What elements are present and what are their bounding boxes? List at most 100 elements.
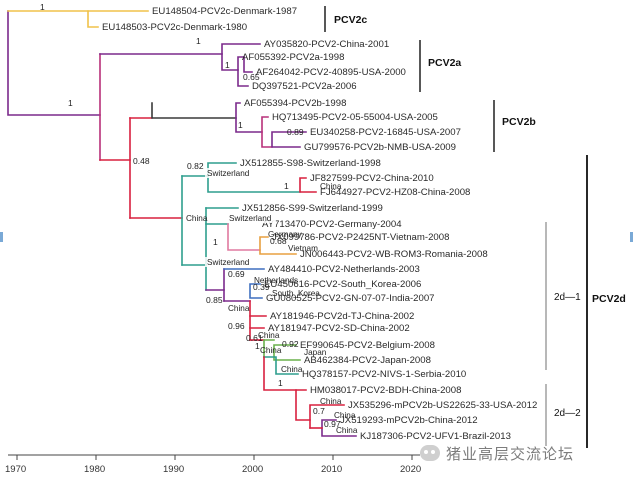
branch-pcv2b-a: [261, 116, 273, 148]
branch-pcv2b-stem-b: [151, 102, 237, 119]
tip-label: EU450616-PCV2-South_Korea-2006: [264, 279, 421, 290]
branch-d2-stem: [263, 356, 297, 391]
branch-d2: [295, 389, 311, 421]
branch-japan: [263, 339, 301, 361]
tip-label: AY181946-PCV2d-TJ-China-2002: [270, 311, 414, 322]
tip-label: AY713470-PCV2-Germany-2004: [262, 219, 402, 230]
tip-label: AF264042-PCV2-40895-USA-2000: [256, 67, 406, 78]
branch-root: [7, 10, 101, 116]
tip-label: GU799576-PCV2b-NMB-USA-2009: [304, 142, 456, 153]
branch-china-2010: [299, 177, 317, 193]
time-axis: 1970 1980 1990 2000 2010 2020: [5, 454, 421, 475]
tip-label: EU148504-PCV2c-Denmark-1987: [152, 6, 297, 17]
tip-label: JX512855-S98-Switzerland-1998: [240, 158, 381, 169]
support-value: 1: [284, 181, 289, 191]
tip-label: JF827599-PCV2-China-2010: [310, 173, 434, 184]
branch-pcv2a-a: [221, 43, 261, 71]
watermark-text: 猪业高层交流论坛: [446, 445, 575, 463]
support-value: 1: [196, 36, 201, 46]
support-value: 0.92: [282, 339, 299, 349]
region-label: China: [281, 365, 303, 374]
region-label: South_Korea: [272, 289, 320, 298]
axis-tick-label: 1980: [84, 464, 105, 475]
tip-label: FJ644927-PCV2-HZ08-China-2008: [320, 187, 470, 198]
tip-label: KJ187306-PCV2-UFV1-Brazil-2013: [360, 431, 511, 442]
region-label: Netherlands: [254, 276, 298, 285]
region-bg: [227, 213, 276, 223]
axis-tick-label: 1970: [5, 464, 26, 475]
region-label: China: [260, 346, 282, 355]
clade-label-pcv2a: PCV2a: [428, 57, 461, 69]
region-label: Switzerland: [207, 169, 250, 178]
support-value: 0.89: [287, 127, 304, 137]
clade-label-2d-2: 2d—2: [554, 408, 581, 419]
tip-label: GU080525-PCV2-GN-07-07-India-2007: [266, 293, 435, 304]
support-value: 0.68: [270, 236, 287, 246]
support-value: 0.97: [324, 419, 341, 429]
region-label: Germany: [268, 230, 303, 239]
region-label: China: [186, 214, 208, 223]
tip-label: EU340258-PCV2-16845-USA-2007: [310, 127, 461, 138]
support-value: 1: [255, 341, 260, 351]
support-value: 1: [68, 98, 73, 108]
region-labels: Switzerland China China Switzerland Germ…: [186, 168, 358, 435]
support-value: 1: [238, 120, 243, 130]
support-value: 1: [213, 237, 218, 247]
branch-vietnam: [259, 236, 297, 255]
tip-label: JX099786-PCV2-P2425NT-Vietnam-2008: [272, 232, 449, 243]
tip-label: JX512856-S99-Switzerland-1999: [242, 203, 383, 214]
support-values: 1 1 1 1 0.65 1 0.89 0.48 0.82 1 1 0.68 0…: [40, 2, 341, 429]
axis-tick-label: 2020: [400, 464, 421, 475]
region-label: Switzerland: [229, 214, 272, 223]
clade-label-pcv2b: PCV2b: [502, 116, 536, 128]
watermark: 猪业高层交流论坛: [420, 441, 574, 465]
region-label: China: [320, 397, 342, 406]
axis-tick-label: 2010: [321, 464, 342, 475]
tip-label: HQ713495-PCV2-05-55004-USA-2005: [272, 112, 438, 123]
clade-label-2d-1: 2d—1: [554, 292, 581, 303]
branch-pcv2c: [87, 10, 149, 28]
support-value: 1: [278, 378, 283, 388]
region-label: Japan: [304, 348, 327, 357]
region-bg: [205, 168, 254, 178]
branch-germany: [227, 223, 261, 251]
clade-brackets: [324, 6, 588, 448]
support-value: 0.82: [187, 161, 204, 171]
support-value: 0.39: [253, 282, 270, 292]
clade-label-pcv2d: PCV2d: [592, 293, 626, 305]
tip-label: AB462384-PCV2-Japan-2008: [304, 355, 431, 366]
tip-label: AY035820-PCV2-China-2001: [264, 39, 389, 50]
support-value: 1: [225, 60, 230, 70]
tip-label: AY181947-PCV2-SD-China-2002: [268, 323, 410, 334]
tip-label: JN006443-PCV2-WB-ROM3-Romania-2008: [300, 249, 488, 260]
tip-label: JX519293-mPCV2b-China-2012: [340, 415, 478, 426]
branch-pcv2b-b: [271, 131, 307, 148]
tip-label: AY484410-PCV2-Netherlands-2003: [268, 264, 420, 275]
tip-label: DQ397521-PCV2a-2006: [252, 81, 357, 92]
region-label: Vietnam: [288, 244, 318, 253]
clade-label-pcv2c: PCV2c: [334, 14, 367, 26]
tip-labels: EU148504-PCV2c-Denmark-1987 EU148503-PCV…: [102, 6, 537, 442]
axis-tick-label: 2000: [242, 464, 263, 475]
branch-pcv2b: [235, 102, 263, 133]
tip-label: HQ378157-PCV2-NIVS-1-Serbia-2010: [302, 369, 466, 380]
tip-label: AF055392-PCV2a-1998: [242, 52, 344, 63]
support-value: 0.85: [206, 295, 223, 305]
branch-china-2002: [249, 315, 267, 329]
branch-serbia: [263, 356, 299, 375]
region-bg: [205, 257, 254, 267]
branch-pcv2a-c: [243, 56, 253, 73]
tip-label: HM038017-PCV2-BDH-China-2008: [310, 385, 461, 396]
region-label: Switzerland: [207, 258, 250, 267]
tip-label: JX535296-mPCV2b-US22625-33-USA-2012: [348, 400, 537, 411]
image-edge-handle-right: [630, 232, 633, 242]
support-value: 0.96: [228, 321, 245, 331]
support-value: 0.7: [313, 406, 325, 416]
wechat-icon: [420, 445, 440, 461]
tip-label: EU148503-PCV2c-Denmark-1980: [102, 22, 247, 33]
tip-label: AF055394-PCV2b-1998: [244, 98, 346, 109]
support-value: 0.69: [228, 269, 245, 279]
region-label: China: [320, 182, 342, 191]
